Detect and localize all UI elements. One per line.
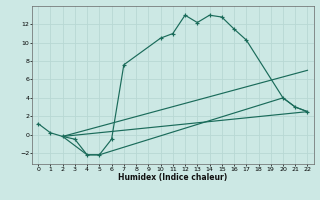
- X-axis label: Humidex (Indice chaleur): Humidex (Indice chaleur): [118, 173, 228, 182]
